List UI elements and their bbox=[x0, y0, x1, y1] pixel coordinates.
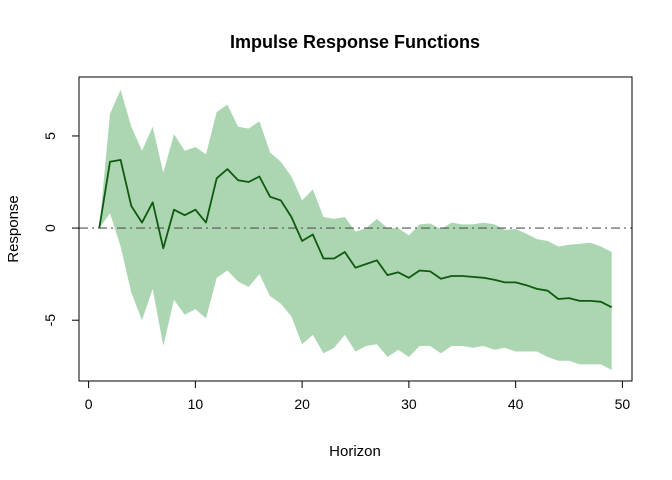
x-tick-label: 50 bbox=[615, 396, 631, 412]
y-tick-label: 0 bbox=[42, 224, 58, 232]
y-axis: -5 0 5 bbox=[42, 132, 80, 327]
impulse-response-line bbox=[98, 158, 613, 309]
y-tick-label: -5 bbox=[42, 314, 58, 327]
y-axis-label: Response bbox=[5, 195, 22, 263]
x-tick-label: 20 bbox=[294, 396, 310, 412]
y-tick-label: 5 bbox=[42, 132, 58, 140]
x-axis: 0 10 20 30 40 50 bbox=[85, 380, 631, 412]
x-tick-label: 0 bbox=[85, 396, 93, 412]
x-tick-label: 30 bbox=[401, 396, 417, 412]
x-tick-label: 40 bbox=[508, 396, 524, 412]
confidence-band bbox=[99, 89, 612, 370]
plot-area bbox=[79, 89, 632, 370]
chart-title: Impulse Response Functions bbox=[230, 32, 480, 52]
x-tick-label: 10 bbox=[188, 396, 204, 412]
x-axis-label: Horizon bbox=[329, 443, 381, 460]
